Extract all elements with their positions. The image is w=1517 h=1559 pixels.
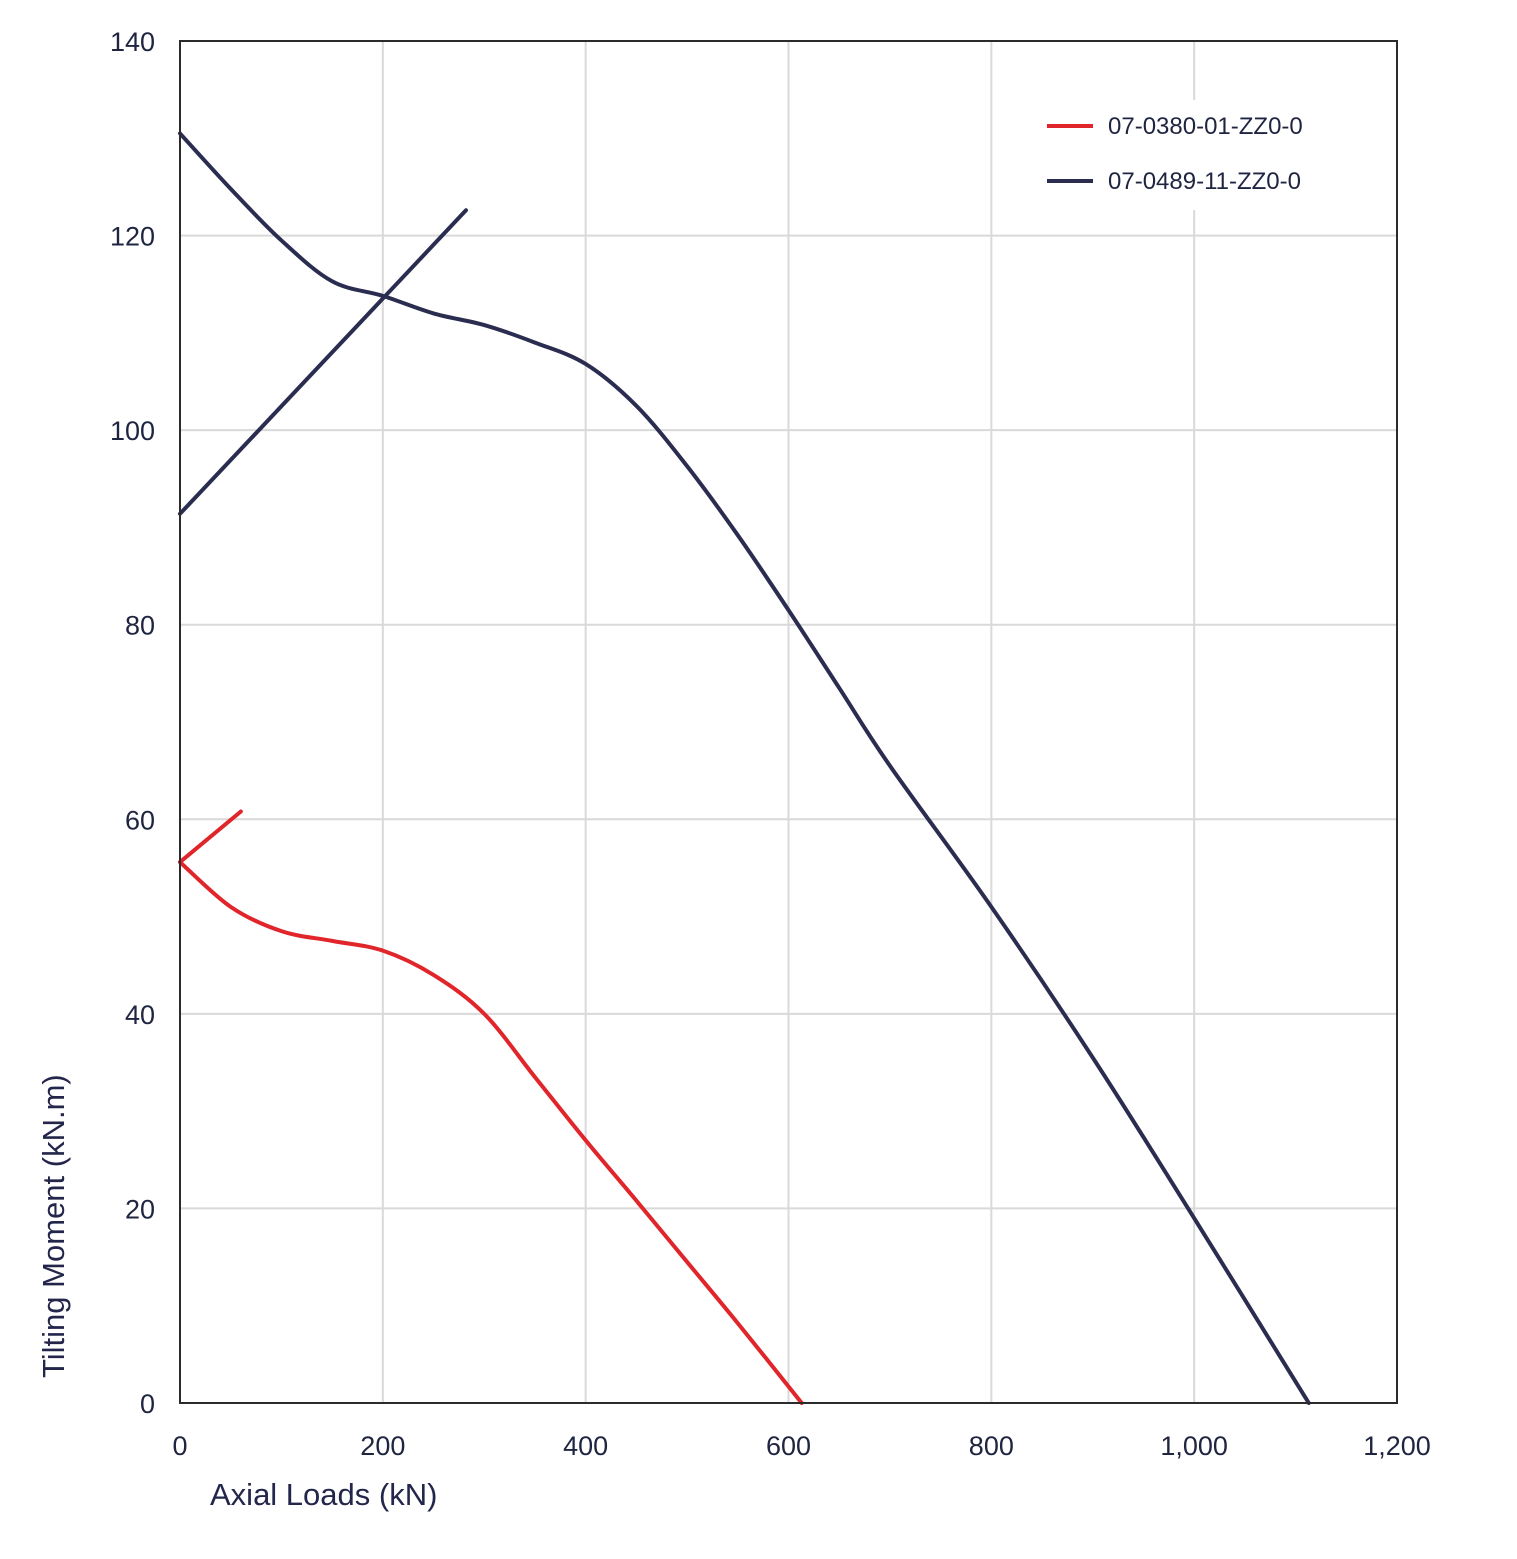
legend-label-2: 07-0489-11-ZZ0-0 [1108, 168, 1301, 195]
x-tick-label: 1,200 [1363, 1431, 1431, 1461]
series-2-line-segment-2 [178, 131, 1311, 1405]
series-layer [178, 131, 1311, 1405]
x-tick-label: 600 [766, 1431, 811, 1461]
x-axis-title: Axial Loads (kN) [210, 1477, 437, 1512]
y-tick-label: 60 [125, 805, 155, 835]
x-tick-label: 800 [969, 1431, 1014, 1461]
y-tick-label: 120 [110, 222, 155, 252]
y-tick-label: 100 [110, 416, 155, 446]
series-1-line-segment-2 [178, 860, 804, 1405]
plot-frame [179, 40, 1398, 1404]
y-tick-label: 80 [125, 611, 155, 641]
y-tick-label: 0 [140, 1389, 155, 1419]
x-tick-label: 1,000 [1160, 1431, 1228, 1461]
x-tick-label: 400 [563, 1431, 608, 1461]
y-axis-title: Tilting Moment (kN.m) [36, 1074, 71, 1378]
x-tick-label: 200 [360, 1431, 405, 1461]
legend-label-1: 07-0380-01-ZZ0-0 [1108, 113, 1303, 140]
x-tick-label: 0 [172, 1431, 187, 1461]
grid [180, 41, 1397, 1403]
legend: 07-0380-01-ZZ0-0 07-0489-11-ZZ0-0 [1030, 100, 1360, 210]
y-tick-label: 40 [125, 1000, 155, 1030]
series-2-line-segment-1 [178, 208, 468, 516]
legend-background [1030, 100, 1360, 210]
series-1-line-segment-1 [178, 809, 243, 865]
y-tick-label: 140 [110, 27, 155, 57]
x-axis-ticks: 0 200 400 600 800 1,000 1,200 [172, 1431, 1430, 1461]
y-tick-label: 20 [125, 1194, 155, 1224]
y-axis-ticks: 0 20 40 60 80 100 120 140 [110, 27, 155, 1419]
